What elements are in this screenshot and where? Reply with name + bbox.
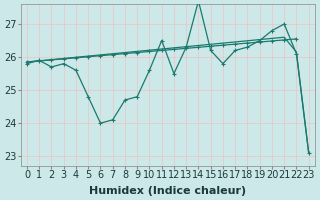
X-axis label: Humidex (Indice chaleur): Humidex (Indice chaleur) xyxy=(89,186,246,196)
